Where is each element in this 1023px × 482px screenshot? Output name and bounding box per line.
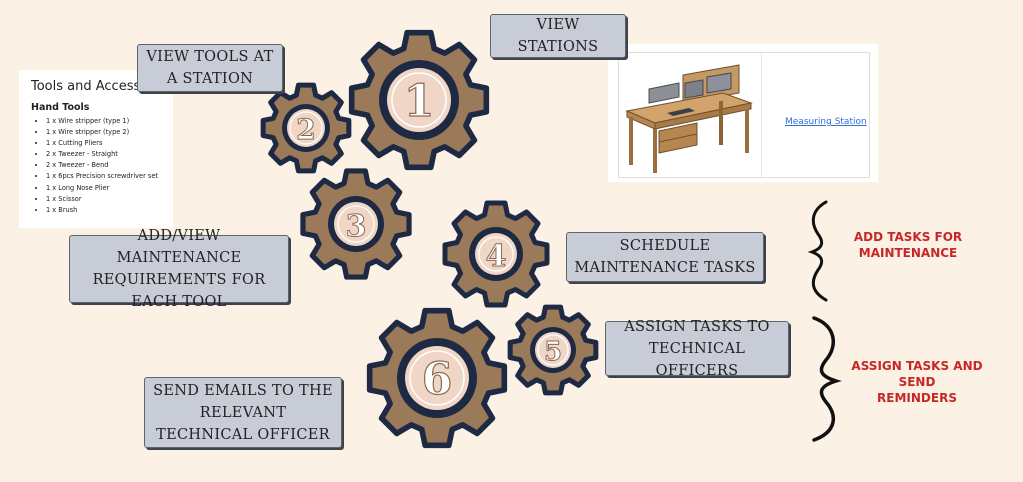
list-item: 1 x Wire stripper (type 1)	[46, 116, 165, 127]
step-3-box: ADD/VIEW MAINTENANCE REQUIREMENTS FOR EA…	[69, 228, 289, 310]
step-2-label: VIEW TOOLS AT A STATION	[146, 49, 274, 87]
card-divider	[761, 53, 762, 177]
tools-accessories-panel: Tools and Accessories Hand Tools 1 x Wir…	[19, 70, 173, 228]
list-item: 1 x Brush	[46, 205, 165, 216]
step-6-label: SEND EMAILS TO THE RELEVANT TECHNICAL OF…	[153, 382, 333, 443]
gear-2	[263, 85, 349, 171]
step-3-label: ADD/VIEW MAINTENANCE REQUIREMENTS FOR EA…	[92, 228, 266, 310]
list-item: 2 x Tweezer - Bend	[46, 160, 165, 171]
group-label-maintenance: ADD TASKS FOR MAINTENANCE	[836, 229, 980, 261]
gear-6-number: 6	[422, 354, 453, 405]
gear-5	[510, 307, 596, 393]
list-item: 1 x Long Nose Plier	[46, 183, 165, 194]
step-1-box: VIEW STATIONS	[490, 14, 626, 58]
brace-assign	[812, 316, 842, 442]
group-label-assign-line1: ASSIGN TASKS AND SEND	[851, 359, 983, 389]
gear-1	[352, 33, 487, 168]
list-item: 1 x Cutting Pliers	[46, 138, 165, 149]
measuring-station-link[interactable]: Measuring Station	[785, 117, 867, 127]
list-item: 1 x Wire stripper (type 2)	[46, 127, 165, 138]
group-label-assign-line2: REMINDERS	[877, 391, 957, 405]
station-panel: Measuring Station	[608, 44, 878, 182]
gear-2-number: 2	[296, 113, 315, 146]
workbench-image	[625, 64, 753, 173]
station-card: Measuring Station	[618, 52, 870, 178]
gear-4-number: 4	[486, 239, 507, 274]
gear-3	[303, 171, 409, 277]
group-label-maintenance-line1: ADD TASKS FOR	[853, 230, 963, 244]
gear-5-number: 5	[544, 337, 562, 367]
step-5-label: ASSIGN TASKS TO TECHNICAL OFFICERS	[624, 318, 770, 379]
brace-maintenance	[807, 200, 828, 302]
tools-panel-title: Tools and Accessories	[31, 79, 172, 94]
step-5-box: ASSIGN TASKS TO TECHNICAL OFFICERS	[605, 319, 789, 379]
group-label-maintenance-line2: MAINTENANCE	[858, 246, 958, 260]
step-1-label: VIEW STATIONS	[517, 17, 599, 55]
list-item: 1 x 6pcs Precision screwdriver set	[46, 171, 165, 182]
gear-1-number: 1	[404, 76, 435, 127]
gear-3-number: 3	[346, 209, 367, 244]
step-4-box: SCHEDULE MAINTENANCE TASKS	[566, 232, 764, 282]
step-2-box: VIEW TOOLS AT A STATION	[137, 44, 283, 92]
step-6-box: SEND EMAILS TO THE RELEVANT TECHNICAL OF…	[144, 377, 342, 448]
group-label-assign: ASSIGN TASKS AND SEND REMINDERS	[834, 358, 1000, 406]
tools-list: 1 x Wire stripper (type 1) 1 x Wire stri…	[31, 116, 165, 216]
gear-4	[445, 203, 547, 305]
list-item: 2 x Tweezer - Straight	[46, 149, 165, 160]
list-item: 1 x Scissor	[46, 194, 165, 205]
gear-6	[370, 311, 505, 446]
step-4-label: SCHEDULE MAINTENANCE TASKS	[574, 238, 756, 276]
tools-panel-subtitle: Hand Tools	[31, 102, 90, 113]
